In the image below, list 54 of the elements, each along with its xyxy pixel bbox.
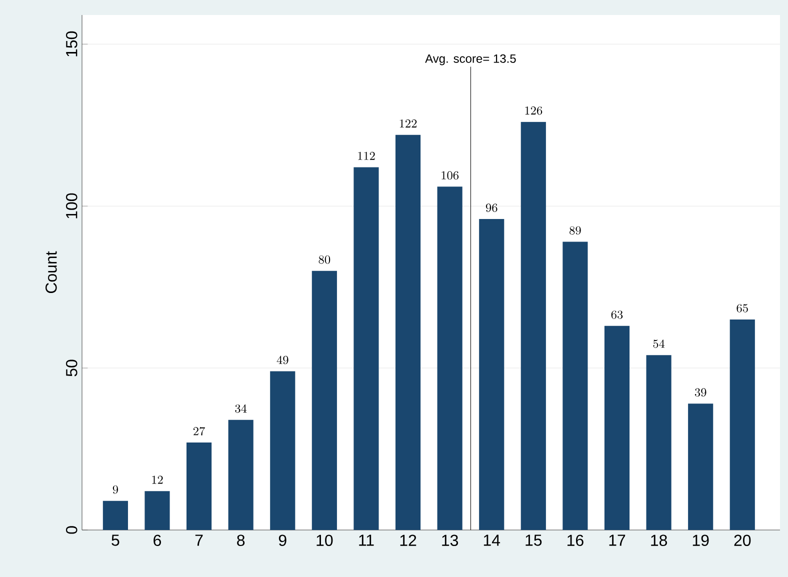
x-tick-label: 18 xyxy=(651,534,667,546)
data-label: 63 xyxy=(611,310,623,319)
bar xyxy=(102,500,128,530)
y-axis-title: Count xyxy=(45,251,57,294)
data-label: 54 xyxy=(653,340,665,348)
y-tick-label: 100 xyxy=(66,193,78,218)
x-tick-label: 8 xyxy=(237,534,245,546)
x-tick-label: 12 xyxy=(400,534,416,546)
x-tick-label: 7 xyxy=(195,534,203,546)
data-label: 89 xyxy=(570,226,581,235)
bar xyxy=(688,404,714,530)
x-tick-label: 15 xyxy=(526,534,542,546)
data-label: 112 xyxy=(358,152,375,160)
data-label: 12 xyxy=(152,476,163,484)
x-tick-label: 14 xyxy=(484,534,500,546)
data-label: 126 xyxy=(525,106,542,115)
y-tick-label: 50 xyxy=(66,360,78,376)
data-label: 96 xyxy=(486,204,498,212)
x-tick-label: 11 xyxy=(359,534,374,546)
bar xyxy=(730,319,755,530)
ref-line-label: Avg. score= 13.5 xyxy=(425,54,516,66)
y-tick-label: 0 xyxy=(66,526,78,534)
bar xyxy=(354,167,379,530)
bar xyxy=(437,186,462,530)
data-label: 65 xyxy=(736,304,748,312)
bar xyxy=(270,371,296,530)
bar xyxy=(312,270,337,530)
data-label: 9 xyxy=(112,485,118,494)
bar xyxy=(604,326,630,530)
data-label: 80 xyxy=(318,256,330,264)
x-tick-label: 13 xyxy=(442,534,458,546)
x-tick-label: 19 xyxy=(692,534,709,546)
bar xyxy=(646,355,672,530)
x-tick-label: 16 xyxy=(568,534,584,546)
x-tick-label: 10 xyxy=(316,534,333,546)
bar xyxy=(520,122,546,530)
data-label: 27 xyxy=(193,427,206,436)
x-tick-label: 20 xyxy=(734,534,751,546)
data-label: 39 xyxy=(694,388,706,397)
x-tick-label: 5 xyxy=(112,534,120,546)
x-tick-label: 17 xyxy=(609,534,626,546)
bar xyxy=(395,134,421,530)
bar xyxy=(228,420,254,530)
data-label: 106 xyxy=(442,171,459,180)
y-tick-label: 150 xyxy=(66,31,78,56)
bar xyxy=(186,442,212,530)
bar xyxy=(144,491,170,530)
data-label: 34 xyxy=(235,404,247,413)
data-label: 49 xyxy=(276,356,288,364)
bar xyxy=(479,219,504,530)
data-label: 122 xyxy=(400,119,417,128)
x-tick-label: 6 xyxy=(154,534,161,546)
x-tick-label: 9 xyxy=(278,534,286,546)
bar xyxy=(562,242,588,530)
